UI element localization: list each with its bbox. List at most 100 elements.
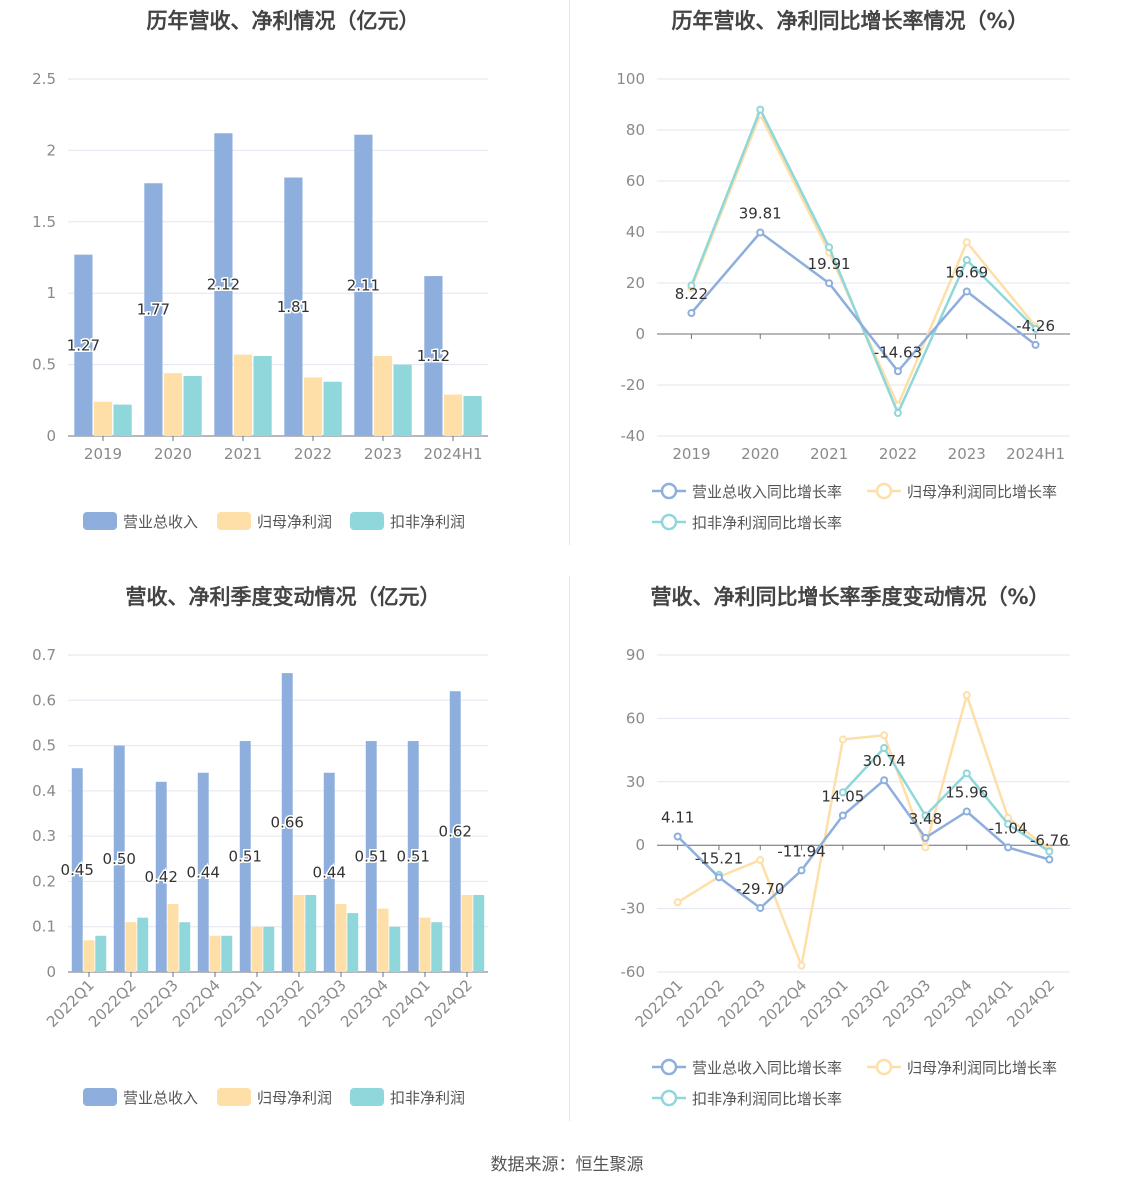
point-deducted-profit	[838, 788, 847, 797]
y-axis: 0 0.5 1 1.5 2 2.5	[32, 70, 56, 445]
point-deducted-profit	[962, 769, 971, 778]
y-tick-label: 40	[626, 223, 645, 241]
data-labels: 4.11 -15.21 -29.70 -11.94 14.05 30.74 3.4815.9…	[661, 752, 1069, 898]
bar-net-profit	[419, 917, 431, 972]
legend-item: 归母净利润同比增长率	[867, 482, 1057, 501]
y-tick-label: -30	[621, 900, 646, 918]
legend-label: 归母净利润同比增长率	[907, 1059, 1057, 1077]
data-label: -6.76	[1030, 831, 1069, 849]
legend-item: 营业总收入同比增长率	[652, 482, 842, 501]
bar-deducted-profit	[113, 404, 132, 436]
legend-marker	[660, 513, 678, 531]
point-net-profit	[962, 691, 971, 700]
bar-revenue	[323, 772, 335, 972]
bar-net-profit	[125, 922, 137, 972]
data-label: 0.51	[355, 848, 388, 866]
point-revenue	[1004, 843, 1013, 852]
bar-revenue	[214, 133, 233, 437]
legend-swatch	[83, 512, 117, 530]
data-label: 0.62	[439, 823, 472, 841]
data-marks	[687, 105, 1040, 418]
point-revenue	[838, 811, 847, 820]
x-axis: 2022Q12022Q22022Q32022Q42023Q12023Q22023…	[43, 972, 476, 1031]
data-label: 0.44	[187, 863, 220, 881]
bar-deducted-profit	[179, 922, 191, 972]
point-deducted-profit	[825, 243, 834, 252]
source-footer: 数据来源：恒生聚源	[0, 1150, 1134, 1175]
bar-revenue	[424, 276, 443, 436]
x-tick-label: 2023	[364, 445, 402, 463]
legend-item: 扣非净利润同比增长率	[652, 1089, 842, 1108]
bar-revenue	[113, 745, 125, 972]
x-tick-label: 2022	[879, 445, 917, 463]
bar-deducted-profit	[305, 895, 317, 972]
point-net-profit	[756, 855, 765, 864]
divider-bottom	[569, 576, 570, 1121]
legend-marker	[660, 1058, 678, 1076]
y-tick-label: 0	[635, 325, 645, 343]
bar-deducted-profit	[183, 376, 202, 436]
bar-net-profit	[93, 401, 113, 436]
data-label: 19.91	[808, 255, 851, 273]
y-tick-label: 60	[626, 709, 645, 727]
point-deducted-profit	[687, 281, 696, 290]
data-labels: 1.27 1.77 2.12 1.81 2.11 1.12	[65, 274, 451, 366]
data-label: 1.27	[67, 336, 100, 354]
legend-item: 归母净利润同比增长率	[867, 1058, 1057, 1077]
point-net-profit	[921, 843, 930, 852]
data-label: 3.48	[909, 810, 942, 828]
annual-growth-line-chart: 历年营收、净利同比增长率情况（%） -40 -20 0 20 40 60 80 100 2019 2…	[567, 0, 1134, 560]
source-name: 恒生聚源	[575, 1155, 644, 1175]
bar-net-profit	[163, 373, 183, 436]
bar-deducted-profit	[347, 913, 359, 972]
legend-swatch	[217, 1088, 251, 1106]
bar-deducted-profit	[253, 356, 272, 436]
point-deducted-profit	[962, 256, 971, 265]
bar-net-profit	[303, 377, 323, 436]
legend-label: 营业总收入同比增长率	[692, 483, 842, 501]
legend-label: 归母净利润同比增长率	[907, 483, 1057, 501]
y-tick-label: 20	[626, 274, 645, 292]
y-axis: -40 -20 0 20 40 60 80 100	[616, 70, 645, 445]
y-tick-label: 0.5	[32, 737, 56, 755]
point-revenue	[756, 903, 765, 912]
legend-label: 扣非净利润	[390, 1089, 465, 1107]
bar-revenue	[407, 741, 419, 972]
y-tick-label: 0.1	[32, 918, 56, 936]
bar-net-profit	[377, 908, 389, 972]
quarterly-growth-line-chart: 营收、净利同比增长率季度变动情况（%） -60 -30 0 30 60 90 2022Q1 20…	[567, 576, 1134, 1136]
legend-item: 营业总收入同比增长率	[652, 1058, 842, 1077]
legend: 营业总收入 归母净利润 扣非净利润	[83, 1088, 465, 1107]
bar-net-profit	[461, 895, 473, 972]
data-label: 0.51	[397, 848, 430, 866]
data-label: 0.51	[229, 848, 262, 866]
bar-net-profit	[373, 356, 393, 436]
data-label: -15.21	[695, 849, 743, 867]
chart-svg: 历年营收、净利情况（亿元） 0 0.5 1 1.5 2 2.5 2019 2020 2021 202…	[32, 9, 488, 531]
point-deducted-profit	[880, 743, 889, 752]
data-label: 1.81	[277, 298, 310, 316]
legend-marker	[875, 482, 893, 500]
source-label: 数据来源：	[490, 1155, 576, 1175]
legend-swatch	[350, 512, 384, 530]
legend-label: 营业总收入	[123, 1089, 198, 1107]
bar-revenue	[354, 134, 373, 436]
x-axis: 2022Q12022Q22022Q32022Q42023Q12023Q22023…	[632, 845, 1058, 1031]
bar-revenue	[71, 768, 83, 972]
bar-deducted-profit	[263, 926, 275, 972]
grid-lines	[657, 654, 1070, 973]
y-tick-label: 2.5	[32, 70, 56, 88]
legend-label: 归母净利润	[257, 513, 332, 531]
chart-svg: 营收、净利同比增长率季度变动情况（%） -60 -30 0 30 60 90 2022Q120…	[621, 585, 1070, 1108]
x-tick-label: 2019	[84, 445, 122, 463]
data-label: 4.11	[661, 809, 694, 827]
data-label: 16.69	[945, 263, 988, 281]
chart-title: 营收、净利季度变动情况（亿元）	[126, 585, 441, 609]
bar-net-profit	[167, 904, 179, 972]
point-net-profit	[880, 731, 889, 740]
y-tick-label: -60	[621, 963, 646, 981]
data-label: 30.74	[863, 752, 906, 770]
y-tick-label: 0	[46, 963, 56, 981]
bar-deducted-profit	[221, 935, 233, 972]
